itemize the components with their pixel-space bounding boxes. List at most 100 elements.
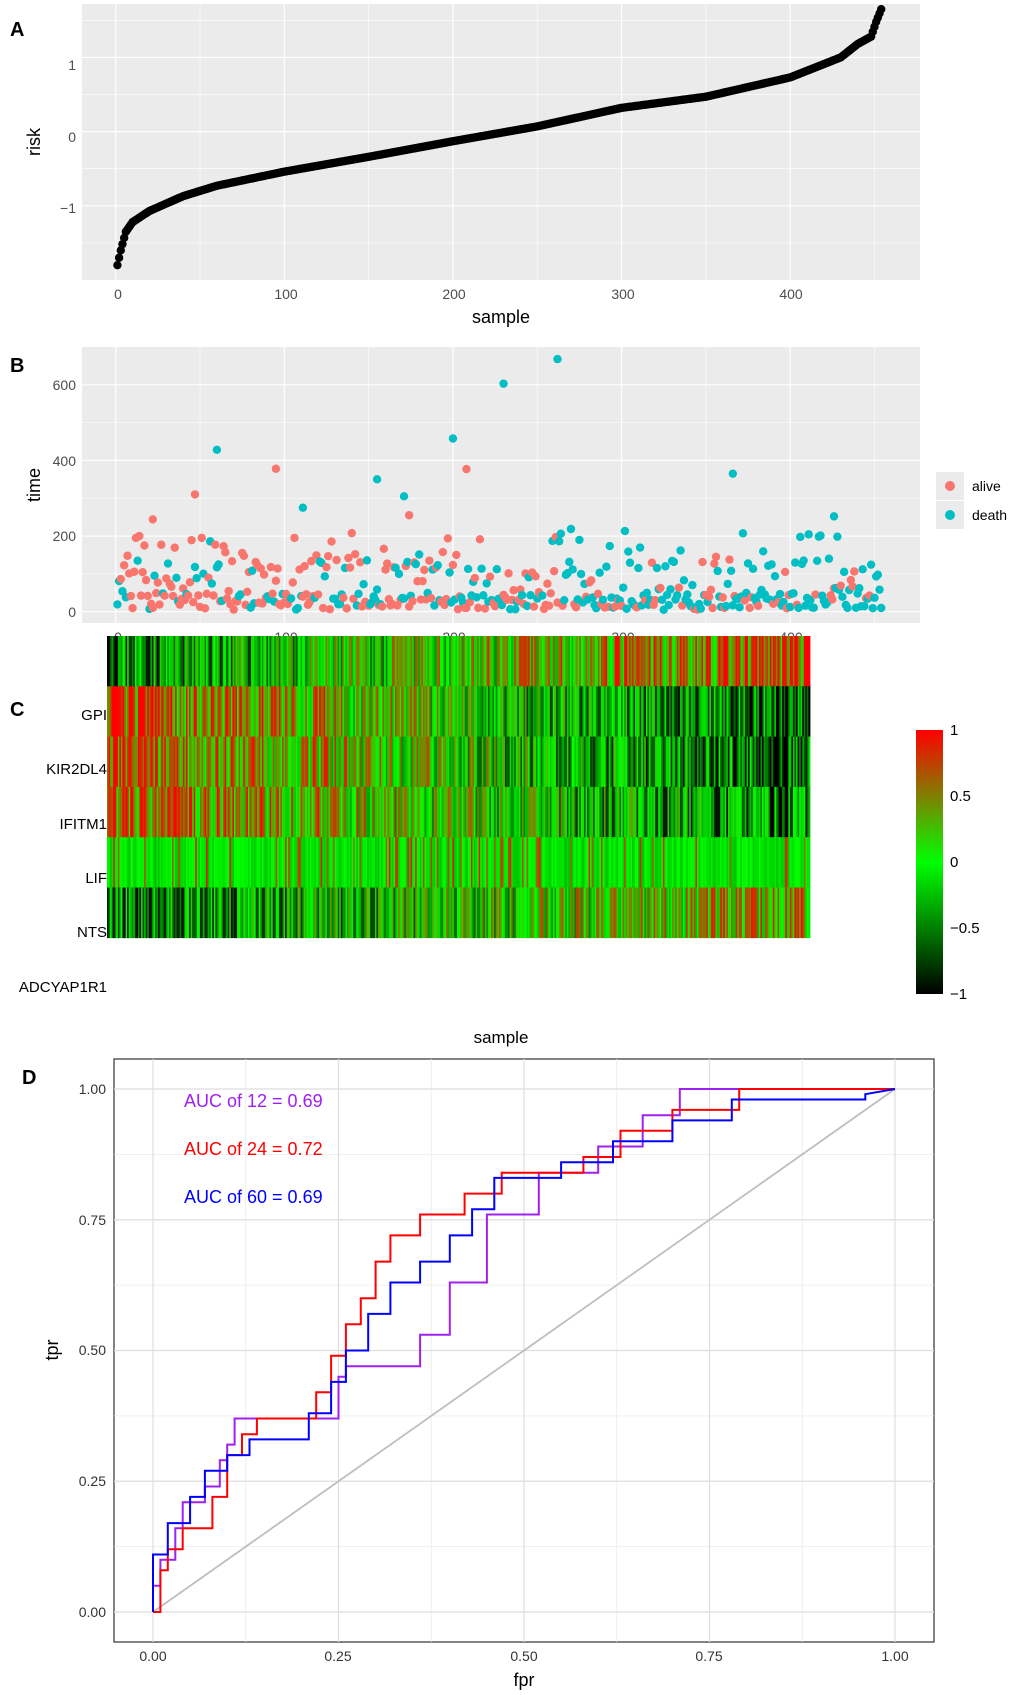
heatmap-cell [450, 686, 453, 737]
heatmap-cell [675, 837, 678, 888]
heatmap-cell [326, 887, 329, 939]
heatmap-cell [774, 887, 777, 939]
heatmap-cell [509, 686, 512, 737]
heatmap-cell [667, 887, 670, 939]
heatmap-cell [237, 736, 240, 788]
heatmap-cell [308, 837, 311, 888]
alive-point [184, 591, 193, 600]
heatmap-cell [480, 887, 483, 939]
heatmap-cell [246, 887, 249, 939]
heatmap-cell [735, 686, 738, 737]
heatmap-cell [181, 686, 184, 737]
heatmap-cell [329, 887, 332, 939]
heatmap-cell [224, 686, 227, 737]
heatmap-cell [642, 736, 645, 788]
heatmap-cell [264, 686, 267, 737]
heatmap-cell [396, 686, 399, 737]
heatmap-cell [743, 887, 746, 939]
alive-point [708, 603, 717, 613]
heatmap-cell [230, 837, 233, 888]
heatmap-cell [693, 686, 696, 737]
alive-point [153, 578, 163, 587]
heatmap-cell [178, 887, 181, 939]
heatmap-cell [729, 837, 732, 888]
heatmap-cell [628, 686, 631, 737]
alive-point [170, 543, 179, 552]
heatmap-cell [203, 837, 205, 888]
alive-point [811, 590, 820, 599]
heatmap-cell [789, 837, 792, 888]
heatmap-cell [449, 786, 452, 838]
heatmap-cell [173, 786, 176, 838]
heatmap-cell [785, 736, 788, 788]
heatmap-cell [487, 837, 490, 888]
heatmap-cell [786, 686, 789, 737]
heatmap-cell [473, 736, 476, 788]
heatmap-cell [746, 887, 749, 939]
heatmap-cell [650, 786, 653, 838]
heatmap-cell [545, 786, 548, 838]
heatmap-cell [343, 837, 346, 888]
alive-point [185, 578, 195, 587]
heatmap-cell [189, 636, 192, 687]
heatmap-cell [329, 686, 332, 737]
heatmap-cell [532, 786, 535, 838]
alive-point [221, 548, 230, 557]
heatmap-cell [364, 837, 366, 888]
heatmap-cell [108, 837, 111, 888]
heatmap-cell [498, 786, 501, 838]
heatmap-cell [153, 686, 156, 737]
heatmap-cell [509, 736, 512, 788]
alive-point [425, 556, 434, 565]
alive-point [318, 603, 328, 613]
alive-point [300, 561, 309, 571]
heatmap-cell [563, 636, 566, 687]
heatmap-cell [506, 786, 509, 838]
heatmap-cell [247, 887, 250, 939]
heatmap-cell [751, 636, 754, 687]
heatmap-cell [792, 837, 795, 888]
heatmap-cell [757, 686, 760, 737]
heatmap-cell [449, 636, 452, 687]
heatmap-cell [619, 686, 622, 737]
heatmap-cell [580, 837, 583, 888]
heatmap-cell [181, 837, 184, 888]
heatmap-cell [470, 837, 473, 888]
heatmap-cell [765, 686, 768, 737]
heatmap-cell [432, 636, 435, 687]
heatmap-cell [412, 636, 414, 687]
heatmap-cell [706, 837, 709, 888]
heatmap-cell [783, 887, 786, 939]
heatmap-cell [184, 636, 187, 687]
heatmap-cell [336, 786, 339, 838]
heatmap-cell [475, 837, 478, 888]
heatmap-cell [122, 686, 125, 737]
heatmap-cell [520, 786, 523, 838]
heatmap-cell [763, 837, 766, 888]
heatmap-cell [721, 686, 724, 737]
heatmap-cell [444, 837, 447, 888]
heatmap-cell [645, 736, 648, 788]
heatmap-cell [610, 786, 613, 838]
heatmap-cell [526, 786, 529, 838]
heatmap-cell [549, 786, 552, 838]
heatmap-cell [681, 686, 684, 737]
heatmap-cell [156, 837, 159, 888]
heatmap-cell [701, 686, 704, 737]
heatmap-cell [684, 786, 687, 838]
heatmap-cell [552, 837, 555, 888]
heatmap-cell [213, 887, 216, 939]
heatmap-cell [201, 887, 204, 939]
heatmap-cell [433, 686, 436, 737]
heatmap-cell [446, 686, 449, 737]
heatmap-cell [176, 837, 179, 888]
heatmap-cell [364, 736, 366, 788]
heatmap-cell [429, 636, 432, 687]
heatmap-cell [441, 786, 444, 838]
heatmap-cell [557, 786, 560, 838]
heatmap-cell [693, 786, 696, 838]
panel-a-x-tick-label: 200 [442, 286, 466, 302]
heatmap-cell [808, 636, 811, 687]
heatmap-cell [418, 837, 421, 888]
heatmap-cell [283, 887, 286, 939]
